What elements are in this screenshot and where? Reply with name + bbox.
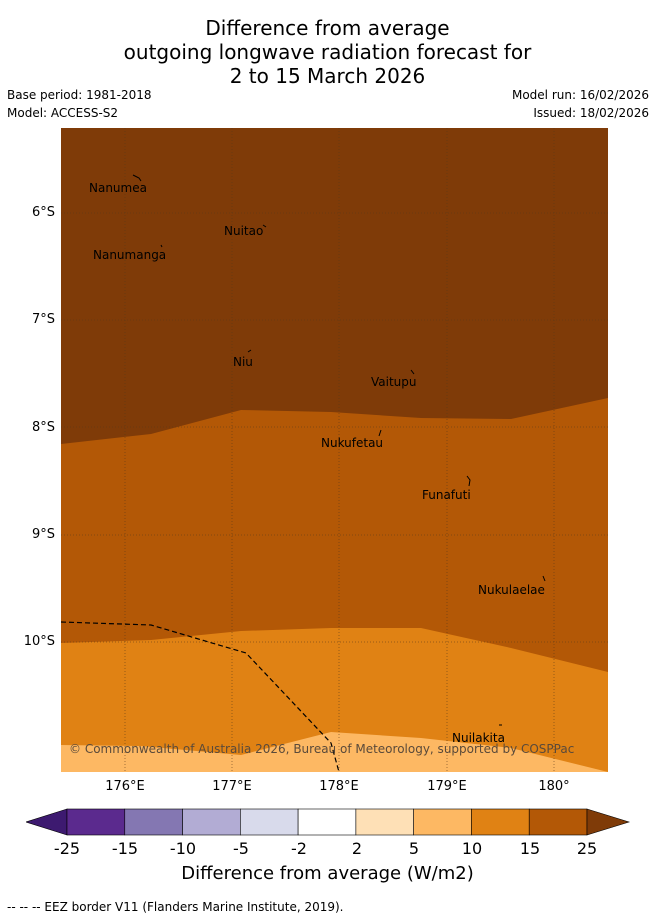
- title-line-1: Difference from average: [205, 16, 450, 40]
- place-label-nuitao: Nuitao: [224, 224, 264, 238]
- colorbar-cell: [240, 808, 299, 836]
- colorbar: [26, 808, 630, 836]
- colorbar-cell: [471, 808, 530, 836]
- lat-label-6s: 6°S: [31, 205, 55, 220]
- place-label-vaitupu: Vaitupu: [371, 375, 417, 389]
- band-5-10: [61, 732, 608, 772]
- island-niu: [247, 349, 252, 353]
- place-label-funafuti: Funafuti: [422, 488, 471, 502]
- model-run-label: Model run: 16/02/2026: [511, 88, 649, 102]
- colorbar-tick-label: -10: [169, 839, 197, 858]
- island-nuitao: [262, 224, 267, 228]
- colorbar-cell: [66, 808, 126, 836]
- lon-label-177e: 177°E: [212, 779, 252, 794]
- map-field: [61, 128, 608, 772]
- graticule: [61, 128, 608, 772]
- colorbar-cell: [297, 808, 357, 836]
- lat-label-9s: 9°S: [31, 527, 55, 542]
- colorbar-tick-label: -25: [53, 839, 81, 858]
- colorbar-tick-label: 15: [519, 839, 541, 858]
- place-label-nukufetau: Nukufetau: [321, 436, 384, 450]
- colorbar-tick-label: 10: [461, 839, 483, 858]
- colorbar-extend-low: [26, 808, 68, 836]
- lon-label-179e: 179°E: [427, 779, 467, 794]
- colorbar-cell: [182, 808, 241, 836]
- island-nanumea: [132, 174, 142, 182]
- colorbar-tick-label: -15: [111, 839, 139, 858]
- place-label-nanumanga: Nanumanga: [93, 248, 167, 262]
- copyright-notice: © Commonwealth of Australia 2026, Bureau…: [69, 742, 575, 756]
- island-vaitupu: [410, 369, 415, 375]
- issued-label: Issued: 18/02/2026: [533, 106, 649, 120]
- band-10-15: [61, 628, 608, 772]
- colorbar-tick-label: 25: [576, 839, 598, 858]
- lon-label-178e: 178°E: [319, 779, 359, 794]
- island-funafuti: [466, 475, 471, 487]
- lon-label-176e: 176°E: [105, 779, 145, 794]
- colorbar-cell: [528, 808, 588, 836]
- colorbar-cell: [413, 808, 472, 836]
- island-nukufetau: [378, 429, 382, 437]
- chart-title: Difference from average outgoing longwav…: [0, 16, 655, 88]
- lat-label-8s: 8°S: [31, 420, 55, 435]
- colorbar-tick-label: 5: [408, 839, 420, 858]
- colorbar-cell: [355, 808, 414, 836]
- islands: [132, 174, 546, 726]
- title-line-3: 2 to 15 March 2026: [229, 64, 426, 88]
- island-nanumanga: [160, 244, 163, 248]
- place-label-nanumea: Nanumea: [89, 181, 147, 195]
- lon-label-180: 180°: [538, 779, 570, 794]
- place-label-niu: Niu: [233, 355, 253, 369]
- colorbar-title: Difference from average (W/m2): [181, 863, 474, 884]
- colorbar-tick-label: 2: [351, 839, 363, 858]
- place-label-nuilakita: Nuilakita: [452, 731, 505, 745]
- lat-label-7s: 7°S: [31, 312, 55, 327]
- base-period-label: Base period: 1981-2018: [7, 88, 152, 102]
- lat-label-10s: 10°S: [23, 634, 55, 649]
- eez-legend-note: -- -- -- EEZ border V11 (Flanders Marine…: [7, 900, 344, 914]
- colorbar-tick-label: -5: [233, 839, 249, 858]
- model-label: Model: ACCESS-S2: [7, 106, 119, 120]
- eez-border-line: [61, 621, 340, 772]
- colorbar-cell: [124, 808, 183, 836]
- island-nukulaelae: [542, 575, 546, 582]
- title-line-2: outgoing longwave radiation forecast for: [123, 40, 532, 64]
- place-label-nukulaelae: Nukulaelae: [478, 583, 545, 597]
- colorbar-extend-high: [586, 808, 630, 836]
- map-panel[interactable]: Nanumea Nuitao Nanumanga Niu Vaitupu Nuk…: [61, 128, 608, 772]
- colorbar-tick-label: -2: [291, 839, 307, 858]
